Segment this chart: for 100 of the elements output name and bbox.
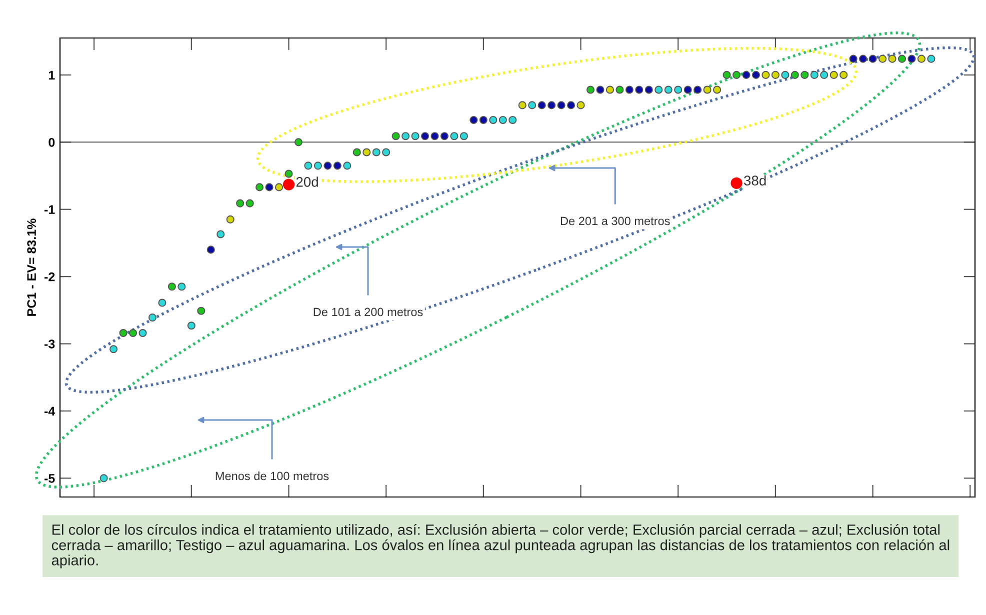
point <box>402 132 410 140</box>
point <box>771 70 780 79</box>
point <box>100 474 108 482</box>
point <box>528 101 536 110</box>
point <box>236 199 244 208</box>
point <box>576 101 585 110</box>
point <box>790 70 799 79</box>
point <box>625 86 634 94</box>
point <box>810 70 818 79</box>
point <box>333 162 342 170</box>
annotation: Menos de 100 metros <box>216 472 329 480</box>
point <box>538 101 546 110</box>
point <box>908 54 916 63</box>
point <box>304 162 312 170</box>
point <box>226 215 234 224</box>
point <box>265 183 274 192</box>
point <box>868 54 877 63</box>
point <box>674 86 682 94</box>
point <box>927 54 936 63</box>
point <box>284 170 293 178</box>
point <box>722 70 731 79</box>
y-tick-label: -4 <box>44 406 56 416</box>
point <box>460 132 468 140</box>
point <box>372 148 380 156</box>
point <box>178 282 186 291</box>
point <box>596 86 604 94</box>
y-tick-label: 1 <box>48 70 55 80</box>
point <box>138 329 147 338</box>
point <box>684 86 692 94</box>
point <box>820 70 828 79</box>
point <box>830 70 838 79</box>
y-tick-label: -2 <box>44 272 55 282</box>
point <box>216 230 225 238</box>
annotation: 38d <box>744 175 766 186</box>
y-tick-label: -3 <box>44 340 55 348</box>
point <box>450 132 458 140</box>
point <box>644 86 653 94</box>
point <box>206 246 215 254</box>
point <box>411 132 420 140</box>
point <box>703 86 712 94</box>
point <box>635 86 644 94</box>
point <box>567 101 576 110</box>
point <box>187 322 196 330</box>
point <box>352 148 361 156</box>
point <box>324 162 332 170</box>
point <box>168 282 176 291</box>
y-tick-label: -1 <box>44 205 55 214</box>
point <box>314 162 322 170</box>
point <box>148 314 156 322</box>
point <box>762 70 770 79</box>
point <box>110 345 118 354</box>
point <box>664 86 672 94</box>
point <box>362 148 371 156</box>
text: El color de los círculos indica el tratamiento utilizado, así: Exclusión abierta – color verde; Exclusión parcial cerrada – azul; Exclusión total cerrada – amarillo; Testigo – azul aguamarina. Los óvalos en línea azul punteada agrupan las distancias de los tratamientos con relación al apiario. <box>52 524 950 568</box>
point <box>557 101 566 110</box>
point <box>282 178 295 190</box>
point <box>489 116 498 124</box>
point <box>713 86 722 94</box>
y-tick-label: -5 <box>44 474 55 483</box>
point <box>128 329 138 338</box>
point <box>498 116 507 124</box>
point <box>246 199 254 208</box>
point <box>616 86 624 94</box>
point <box>382 148 390 156</box>
annotation: De 101 a 200 metros <box>314 308 423 316</box>
point <box>294 138 303 146</box>
point <box>654 86 663 94</box>
point <box>878 54 887 63</box>
point <box>898 54 906 63</box>
point <box>508 116 517 124</box>
point <box>840 70 848 79</box>
point <box>586 86 595 94</box>
point <box>197 306 206 315</box>
point <box>274 183 284 192</box>
point <box>800 70 809 79</box>
annotation: 20d <box>296 176 318 187</box>
point <box>343 162 352 170</box>
point <box>158 298 166 307</box>
point <box>548 101 556 110</box>
point <box>256 183 264 192</box>
point <box>752 70 760 79</box>
y-axis-title: PC1 - EV= 83.1% <box>27 218 36 316</box>
point <box>730 177 742 189</box>
point <box>518 101 526 110</box>
point <box>421 132 430 140</box>
point <box>606 86 614 94</box>
point <box>732 70 741 79</box>
point <box>392 132 400 140</box>
y-tick-label: 0 <box>48 138 55 147</box>
point <box>440 132 449 140</box>
point <box>781 70 790 79</box>
point <box>119 329 128 338</box>
point <box>849 54 858 63</box>
point <box>694 86 702 94</box>
point <box>479 116 488 124</box>
point <box>888 54 896 63</box>
point <box>470 116 478 124</box>
point <box>917 54 926 63</box>
point <box>742 70 750 79</box>
point <box>859 54 868 63</box>
